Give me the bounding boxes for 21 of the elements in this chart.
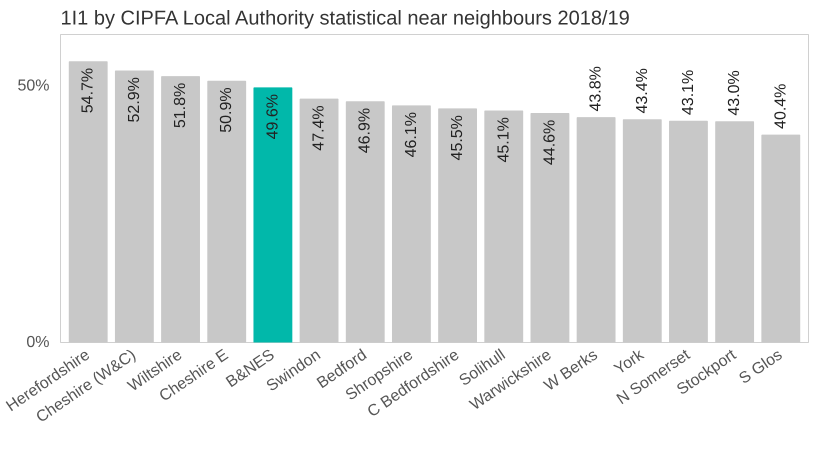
data-label: 52.9% xyxy=(126,77,143,122)
y-tick-label: 50% xyxy=(17,77,50,94)
data-label: 49.6% xyxy=(264,94,282,140)
y-tick-label: 0% xyxy=(26,334,50,351)
data-label: 47.4% xyxy=(310,105,328,151)
data-label: 54.7% xyxy=(80,68,97,114)
data-label: 51.8% xyxy=(172,82,190,128)
data-label: 40.4% xyxy=(772,84,790,129)
x-tick-label: S Glos xyxy=(736,346,786,388)
chart-title: 1I1 by CIPFA Local Authority statistical near neighbours 2018/19 xyxy=(60,8,630,30)
data-label: 44.6% xyxy=(541,120,558,166)
data-label: 43.8% xyxy=(588,66,605,112)
data-label: 43.4% xyxy=(634,68,651,114)
data-label: 46.9% xyxy=(356,108,374,154)
data-label: 43.1% xyxy=(680,70,697,116)
bar xyxy=(253,87,292,342)
data-label: 46.1% xyxy=(402,112,420,158)
data-label: 45.1% xyxy=(495,117,512,163)
data-label: 50.9% xyxy=(218,87,236,133)
data-label: 43.0% xyxy=(726,70,744,116)
data-label: 45.5% xyxy=(449,115,466,160)
